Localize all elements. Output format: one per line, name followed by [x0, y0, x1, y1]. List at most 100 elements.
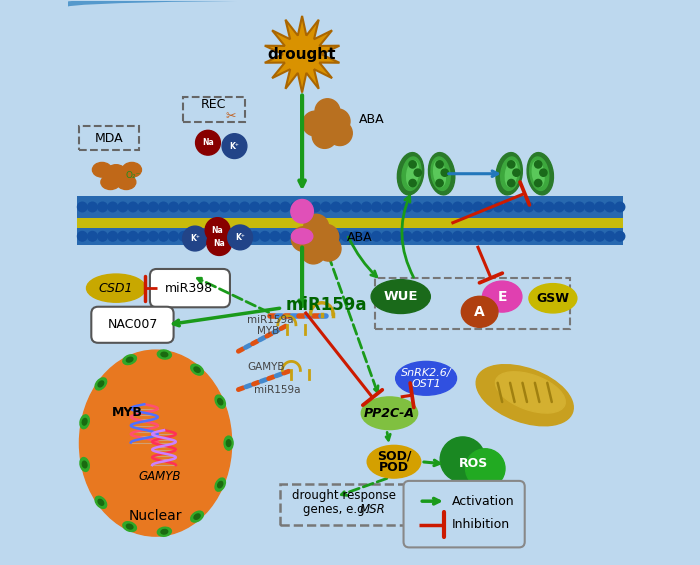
Circle shape [584, 232, 594, 241]
Circle shape [321, 202, 330, 212]
Circle shape [290, 202, 300, 212]
Text: GAMYB: GAMYB [139, 471, 181, 484]
Text: miR159a: miR159a [254, 385, 301, 396]
Circle shape [524, 232, 533, 241]
Circle shape [312, 124, 337, 149]
Text: drought: drought [268, 47, 336, 62]
Ellipse shape [461, 296, 498, 327]
Ellipse shape [123, 355, 136, 364]
Circle shape [564, 202, 574, 212]
Circle shape [514, 202, 524, 212]
Circle shape [209, 232, 219, 241]
Ellipse shape [106, 165, 126, 179]
Ellipse shape [496, 372, 566, 413]
Circle shape [220, 232, 229, 241]
Ellipse shape [80, 415, 90, 429]
Text: ✂: ✂ [225, 110, 236, 123]
Circle shape [514, 232, 524, 241]
Bar [76, 196, 624, 218]
Circle shape [148, 202, 158, 212]
Circle shape [206, 231, 232, 255]
Circle shape [301, 232, 310, 241]
Circle shape [179, 202, 188, 212]
Circle shape [414, 169, 421, 176]
Text: MDA: MDA [94, 132, 123, 145]
Circle shape [409, 161, 416, 168]
Ellipse shape [529, 284, 577, 313]
Ellipse shape [87, 274, 146, 302]
Text: SnRK2.6/: SnRK2.6/ [401, 368, 452, 377]
Ellipse shape [398, 153, 424, 195]
Circle shape [301, 202, 310, 212]
Text: Na: Na [214, 238, 225, 247]
Text: Na: Na [211, 225, 223, 234]
Circle shape [270, 232, 280, 241]
Text: Inhibition: Inhibition [452, 518, 510, 531]
Circle shape [108, 202, 118, 212]
Text: CSD1: CSD1 [99, 281, 134, 294]
Circle shape [189, 232, 199, 241]
Circle shape [615, 232, 625, 241]
Circle shape [441, 169, 449, 176]
Circle shape [78, 202, 87, 212]
Circle shape [326, 109, 350, 134]
Ellipse shape [127, 524, 133, 529]
Circle shape [494, 202, 503, 212]
Circle shape [508, 180, 515, 186]
Ellipse shape [290, 199, 314, 223]
Circle shape [436, 161, 443, 168]
Circle shape [409, 180, 416, 186]
Circle shape [98, 232, 107, 241]
Circle shape [118, 232, 127, 241]
Ellipse shape [194, 514, 200, 519]
Bar [279, 484, 410, 525]
Text: K⁺: K⁺ [190, 234, 200, 243]
Circle shape [342, 202, 351, 212]
Ellipse shape [95, 496, 106, 508]
Circle shape [281, 202, 290, 212]
Circle shape [402, 232, 412, 241]
Text: miR159a: miR159a [247, 315, 294, 325]
Circle shape [534, 202, 544, 212]
Ellipse shape [402, 157, 421, 190]
Circle shape [311, 202, 321, 212]
Circle shape [483, 202, 493, 212]
Circle shape [440, 437, 485, 482]
Circle shape [422, 232, 432, 241]
Ellipse shape [291, 229, 313, 244]
Circle shape [362, 202, 371, 212]
Circle shape [605, 202, 615, 212]
Text: A: A [475, 305, 485, 319]
Ellipse shape [431, 157, 450, 190]
Text: Nuclear: Nuclear [129, 510, 182, 523]
Circle shape [392, 232, 402, 241]
Bar [76, 218, 624, 228]
Circle shape [575, 202, 584, 212]
Text: MSR: MSR [360, 503, 386, 516]
Circle shape [301, 239, 326, 264]
Ellipse shape [224, 436, 233, 450]
Circle shape [453, 232, 463, 241]
Circle shape [88, 232, 97, 241]
Ellipse shape [83, 419, 87, 425]
Circle shape [554, 202, 564, 212]
Text: Na: Na [202, 138, 214, 147]
Text: genes, e.g.: genes, e.g. [303, 503, 369, 516]
Circle shape [169, 202, 178, 212]
Circle shape [372, 202, 382, 212]
Circle shape [605, 232, 615, 241]
Text: REC: REC [201, 98, 226, 111]
Circle shape [304, 214, 328, 239]
Circle shape [351, 202, 361, 212]
Circle shape [466, 449, 505, 488]
Circle shape [195, 131, 220, 155]
Circle shape [199, 202, 209, 212]
Circle shape [270, 202, 280, 212]
Ellipse shape [226, 440, 231, 446]
Circle shape [342, 232, 351, 241]
Ellipse shape [98, 381, 104, 387]
Ellipse shape [122, 163, 141, 177]
Text: POD: POD [379, 461, 409, 474]
Ellipse shape [218, 481, 223, 488]
Circle shape [372, 232, 382, 241]
